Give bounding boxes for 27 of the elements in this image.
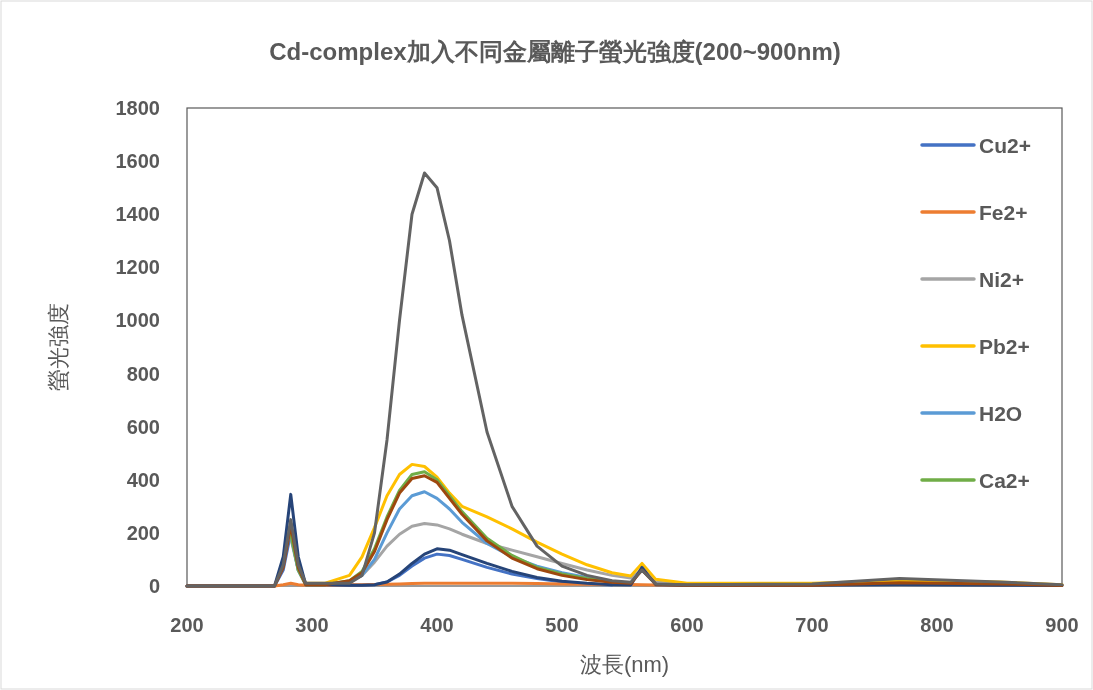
x-tick-label: 900 bbox=[1045, 614, 1079, 636]
legend-label: Ca2+ bbox=[979, 469, 1030, 492]
y-tick-label: 1600 bbox=[115, 150, 160, 173]
y-tick-label: 600 bbox=[126, 415, 160, 438]
chart-title: Cd-complex加入不同金屬離子螢光強度(200~900nm) bbox=[269, 38, 841, 65]
legend-label: Fe2+ bbox=[979, 201, 1028, 224]
x-axis-title: 波長(nm) bbox=[579, 652, 670, 677]
y-tick-label: 1400 bbox=[115, 203, 160, 226]
x-tick-label: 800 bbox=[920, 614, 954, 636]
y-tick-label: 1000 bbox=[115, 309, 160, 332]
y-tick-label: 800 bbox=[126, 362, 160, 385]
x-tick-label: 500 bbox=[545, 614, 579, 636]
legend-label: Pb2+ bbox=[979, 335, 1030, 358]
y-tick-label: 200 bbox=[126, 521, 160, 544]
x-tick-label: 400 bbox=[420, 614, 454, 636]
y-tick-label: 400 bbox=[126, 468, 160, 491]
x-tick-label: 200 bbox=[170, 614, 204, 636]
x-tick-label: 700 bbox=[795, 614, 829, 636]
y-tick-label: 1200 bbox=[115, 256, 160, 279]
legend-label: Cu2+ bbox=[979, 134, 1031, 157]
y-tick-label: 1800 bbox=[115, 97, 160, 119]
x-tick-label: 300 bbox=[295, 614, 329, 636]
x-tick-label: 600 bbox=[670, 614, 704, 636]
y-axis-title: 螢光強度 bbox=[46, 303, 71, 391]
legend-label: H2O bbox=[979, 402, 1023, 425]
legend-label: Ni2+ bbox=[979, 268, 1024, 291]
y-tick-label: 0 bbox=[148, 575, 160, 597]
